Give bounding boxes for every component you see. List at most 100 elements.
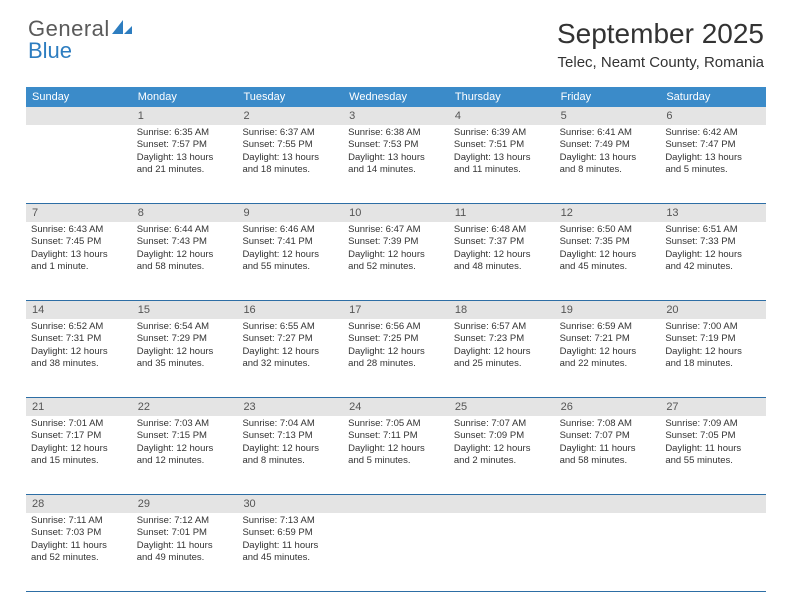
sunrise-text: Sunrise: 6:59 AM <box>560 321 656 333</box>
sunset-text: Sunset: 7:35 PM <box>560 236 656 248</box>
sunrise-text: Sunrise: 6:35 AM <box>137 127 233 139</box>
daylight-text-1: Daylight: 12 hours <box>560 249 656 261</box>
calendar-cell: Sunrise: 6:51 AMSunset: 7:33 PMDaylight:… <box>660 222 766 300</box>
calendar-cell: Sunrise: 6:41 AMSunset: 7:49 PMDaylight:… <box>555 125 661 203</box>
calendar-cell: Sunrise: 7:11 AMSunset: 7:03 PMDaylight:… <box>26 513 132 591</box>
daylight-text-2: and 45 minutes. <box>560 261 656 273</box>
sunset-text: Sunset: 7:39 PM <box>348 236 444 248</box>
daynum: 22 <box>132 398 238 416</box>
sunrise-text: Sunrise: 6:47 AM <box>348 224 444 236</box>
dayhead-monday: Monday <box>132 87 238 107</box>
daylight-text-2: and 14 minutes. <box>348 164 444 176</box>
daylight-text-2: and 52 minutes. <box>348 261 444 273</box>
daylight-text-2: and 48 minutes. <box>454 261 550 273</box>
sunset-text: Sunset: 6:59 PM <box>242 527 338 539</box>
calendar-cell: Sunrise: 6:48 AMSunset: 7:37 PMDaylight:… <box>449 222 555 300</box>
sunset-text: Sunset: 7:29 PM <box>137 333 233 345</box>
sunset-text: Sunset: 7:09 PM <box>454 430 550 442</box>
dayhead-wednesday: Wednesday <box>343 87 449 107</box>
daylight-text-2: and 15 minutes. <box>31 455 127 467</box>
sunset-text: Sunset: 7:23 PM <box>454 333 550 345</box>
calendar-cell: Sunrise: 6:46 AMSunset: 7:41 PMDaylight:… <box>237 222 343 300</box>
sunrise-text: Sunrise: 7:12 AM <box>137 515 233 527</box>
daylight-text-2: and 8 minutes. <box>242 455 338 467</box>
daynum: 25 <box>449 398 555 416</box>
calendar-cell: Sunrise: 6:54 AMSunset: 7:29 PMDaylight:… <box>132 319 238 397</box>
daynum: 16 <box>237 301 343 319</box>
daynum: 26 <box>555 398 661 416</box>
daylight-text-2: and 35 minutes. <box>137 358 233 370</box>
daylight-text-1: Daylight: 11 hours <box>242 540 338 552</box>
calendar-cell: Sunrise: 7:00 AMSunset: 7:19 PMDaylight:… <box>660 319 766 397</box>
daylight-text-2: and 55 minutes. <box>665 455 761 467</box>
sunset-text: Sunset: 7:43 PM <box>137 236 233 248</box>
daylight-text-1: Daylight: 12 hours <box>31 346 127 358</box>
daylight-text-1: Daylight: 12 hours <box>348 249 444 261</box>
calendar-cell <box>555 513 661 591</box>
daynum-row: 282930 <box>26 495 766 513</box>
sunset-text: Sunset: 7:37 PM <box>454 236 550 248</box>
sunset-text: Sunset: 7:51 PM <box>454 139 550 151</box>
daynum-row: 78910111213 <box>26 204 766 222</box>
daynum: 11 <box>449 204 555 222</box>
daylight-text-1: Daylight: 13 hours <box>137 152 233 164</box>
week-row: Sunrise: 6:35 AMSunset: 7:57 PMDaylight:… <box>26 125 766 204</box>
daylight-text-1: Daylight: 12 hours <box>137 346 233 358</box>
calendar-cell: Sunrise: 6:43 AMSunset: 7:45 PMDaylight:… <box>26 222 132 300</box>
dayhead-friday: Friday <box>555 87 661 107</box>
daynum: 14 <box>26 301 132 319</box>
daylight-text-1: Daylight: 12 hours <box>454 249 550 261</box>
daynum-row: 14151617181920 <box>26 301 766 319</box>
daynum: 15 <box>132 301 238 319</box>
week-row: Sunrise: 7:01 AMSunset: 7:17 PMDaylight:… <box>26 416 766 495</box>
daylight-text-1: Daylight: 12 hours <box>137 443 233 455</box>
daylight-text-2: and 52 minutes. <box>31 552 127 564</box>
daylight-text-2: and 42 minutes. <box>665 261 761 273</box>
sunrise-text: Sunrise: 7:01 AM <box>31 418 127 430</box>
sunrise-text: Sunrise: 6:42 AM <box>665 127 761 139</box>
sunset-text: Sunset: 7:45 PM <box>31 236 127 248</box>
daylight-text-2: and 22 minutes. <box>560 358 656 370</box>
calendar-cell: Sunrise: 7:09 AMSunset: 7:05 PMDaylight:… <box>660 416 766 494</box>
daynum: 6 <box>660 107 766 125</box>
sunrise-text: Sunrise: 7:11 AM <box>31 515 127 527</box>
daylight-text-1: Daylight: 12 hours <box>560 346 656 358</box>
daylight-text-1: Daylight: 12 hours <box>348 443 444 455</box>
sunrise-text: Sunrise: 7:09 AM <box>665 418 761 430</box>
daynum: 24 <box>343 398 449 416</box>
daynum: 13 <box>660 204 766 222</box>
sunset-text: Sunset: 7:25 PM <box>348 333 444 345</box>
daylight-text-2: and 38 minutes. <box>31 358 127 370</box>
weeks-container: 123456Sunrise: 6:35 AMSunset: 7:57 PMDay… <box>26 107 766 592</box>
daylight-text-2: and 18 minutes. <box>242 164 338 176</box>
sunset-text: Sunset: 7:15 PM <box>137 430 233 442</box>
sunrise-text: Sunrise: 7:08 AM <box>560 418 656 430</box>
sunrise-text: Sunrise: 6:41 AM <box>560 127 656 139</box>
sunrise-text: Sunrise: 7:03 AM <box>137 418 233 430</box>
daylight-text-2: and 49 minutes. <box>137 552 233 564</box>
dayhead-tuesday: Tuesday <box>237 87 343 107</box>
daynum: 4 <box>449 107 555 125</box>
daynum: 7 <box>26 204 132 222</box>
calendar-cell: Sunrise: 7:08 AMSunset: 7:07 PMDaylight:… <box>555 416 661 494</box>
daynum <box>555 495 661 513</box>
calendar-cell <box>449 513 555 591</box>
daylight-text-1: Daylight: 12 hours <box>454 346 550 358</box>
daynum: 8 <box>132 204 238 222</box>
calendar-cell: Sunrise: 7:04 AMSunset: 7:13 PMDaylight:… <box>237 416 343 494</box>
calendar-cell: Sunrise: 6:38 AMSunset: 7:53 PMDaylight:… <box>343 125 449 203</box>
calendar-cell: Sunrise: 6:35 AMSunset: 7:57 PMDaylight:… <box>132 125 238 203</box>
sunrise-text: Sunrise: 6:52 AM <box>31 321 127 333</box>
sunrise-text: Sunrise: 6:56 AM <box>348 321 444 333</box>
calendar-cell: Sunrise: 6:57 AMSunset: 7:23 PMDaylight:… <box>449 319 555 397</box>
daynum <box>343 495 449 513</box>
sunrise-text: Sunrise: 6:57 AM <box>454 321 550 333</box>
daynum: 23 <box>237 398 343 416</box>
sunrise-text: Sunrise: 7:05 AM <box>348 418 444 430</box>
sunrise-text: Sunrise: 6:44 AM <box>137 224 233 236</box>
sunset-text: Sunset: 7:05 PM <box>665 430 761 442</box>
sunrise-text: Sunrise: 6:51 AM <box>665 224 761 236</box>
sunset-text: Sunset: 7:03 PM <box>31 527 127 539</box>
daynum: 2 <box>237 107 343 125</box>
daylight-text-1: Daylight: 13 hours <box>242 152 338 164</box>
